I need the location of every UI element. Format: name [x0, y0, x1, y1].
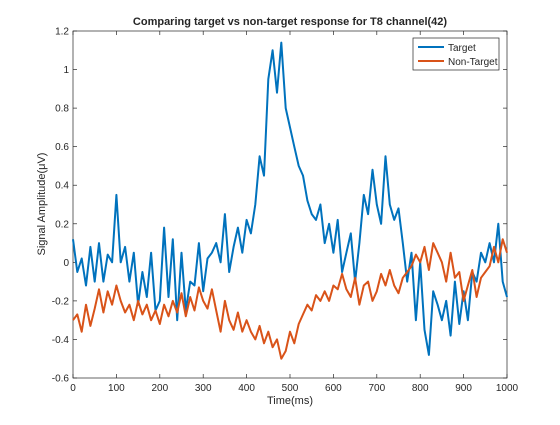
legend: Target Non-Target [412, 37, 500, 71]
x-tick-label: 500 [282, 383, 299, 394]
y-tick-label: 0.2 [55, 219, 69, 230]
x-tick-label: 800 [412, 383, 429, 394]
y-tick-label: -0.4 [52, 335, 70, 346]
plot-area [72, 30, 508, 379]
y-tick-label: -0.2 [52, 296, 70, 307]
y-axis-ticks: -0.6 -0.4 -0.2 0 0.2 0.4 0.6 0.8 1 1.2 [52, 27, 507, 385]
x-tick-label: 600 [325, 383, 342, 394]
y-tick-label: 0.4 [55, 181, 69, 192]
legend-label-non-target: Non-Target [448, 57, 498, 68]
y-tick-label: 1 [63, 65, 69, 76]
y-tick-label: -0.6 [52, 374, 70, 385]
y-tick-label: 0.8 [55, 104, 69, 115]
chart-title: Comparing target vs non-target response … [133, 16, 448, 28]
x-axis-label: Time(ms) [267, 395, 313, 407]
series-line-target [72, 41, 508, 356]
y-axis-label: Signal Amplitude(μV) [36, 153, 48, 256]
x-axis-ticks: 0 100 200 300 400 500 600 700 800 900 1000 [70, 31, 519, 394]
x-tick-label: 900 [455, 383, 472, 394]
x-tick-label: 0 [70, 383, 76, 394]
x-tick-label: 400 [238, 383, 255, 394]
legend-label-target: Target [448, 43, 476, 54]
x-tick-label: 300 [195, 383, 212, 394]
legend-box [412, 37, 500, 71]
x-tick-label: 1000 [496, 383, 519, 394]
y-tick-label: 0 [63, 258, 69, 269]
x-tick-label: 200 [151, 383, 168, 394]
y-tick-label: 0.6 [55, 142, 69, 153]
x-tick-label: 100 [108, 383, 125, 394]
y-tick-label: 1.2 [55, 27, 69, 38]
series-line-non-target [72, 238, 508, 360]
x-tick-label: 700 [368, 383, 385, 394]
series-lines [72, 41, 508, 360]
